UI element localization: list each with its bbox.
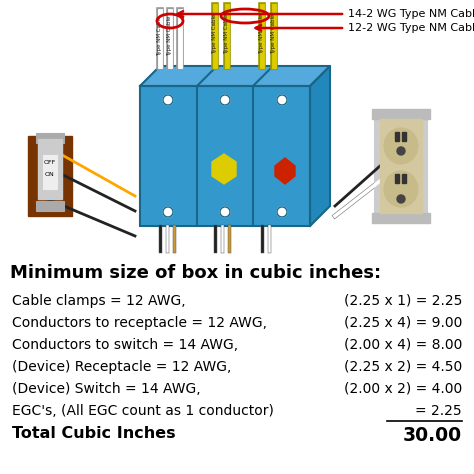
Circle shape <box>277 207 287 217</box>
Polygon shape <box>275 158 295 184</box>
Circle shape <box>397 147 405 155</box>
Bar <box>140 86 310 226</box>
Text: Cable clamps = 12 AWG,: Cable clamps = 12 AWG, <box>12 294 186 308</box>
Text: Type NM Cable: Type NM Cable <box>157 16 163 56</box>
Circle shape <box>397 195 405 203</box>
Polygon shape <box>140 66 330 86</box>
Bar <box>375 111 427 221</box>
Bar <box>395 174 399 183</box>
Text: 12-2 WG Type NM Cable: 12-2 WG Type NM Cable <box>348 23 474 33</box>
Text: OFF: OFF <box>44 161 56 165</box>
Circle shape <box>220 207 230 217</box>
Bar <box>380 119 422 213</box>
Polygon shape <box>310 66 330 226</box>
Bar <box>395 132 399 141</box>
Text: (2.00 x 2) = 4.00: (2.00 x 2) = 4.00 <box>344 382 462 396</box>
Text: Conductors to receptacle = 12 AWG,: Conductors to receptacle = 12 AWG, <box>12 316 267 330</box>
Text: Type NM Cable: Type NM Cable <box>167 16 173 56</box>
Ellipse shape <box>384 128 418 164</box>
Bar <box>372 213 430 223</box>
Text: 30.00: 30.00 <box>403 426 462 445</box>
Bar <box>402 174 406 183</box>
Text: (2.25 x 2) = 4.50: (2.25 x 2) = 4.50 <box>344 360 462 374</box>
Text: = 2.25: = 2.25 <box>415 404 462 418</box>
Bar <box>36 201 64 211</box>
Text: (Device) Switch = 14 AWG,: (Device) Switch = 14 AWG, <box>12 382 201 396</box>
Bar <box>43 155 57 189</box>
Text: (2.00 x 4) = 8.00: (2.00 x 4) = 8.00 <box>344 338 462 352</box>
Text: Type NM Cable: Type NM Cable <box>225 14 229 54</box>
Text: Minimum size of box in cubic inches:: Minimum size of box in cubic inches: <box>10 264 381 282</box>
Bar <box>36 133 64 143</box>
Text: (2.25 x 4) = 9.00: (2.25 x 4) = 9.00 <box>344 316 462 330</box>
Circle shape <box>163 95 173 105</box>
Circle shape <box>163 207 173 217</box>
Text: Type NM Cable: Type NM Cable <box>272 14 276 54</box>
Text: Type NM Cable: Type NM Cable <box>259 14 264 54</box>
Text: Conductors to switch = 14 AWG,: Conductors to switch = 14 AWG, <box>12 338 238 352</box>
Text: EGC's, (All EGC count as 1 conductor): EGC's, (All EGC count as 1 conductor) <box>12 404 274 418</box>
Bar <box>28 136 72 216</box>
Circle shape <box>220 95 230 105</box>
Bar <box>402 132 406 141</box>
Ellipse shape <box>384 171 418 207</box>
Text: Type NM Cable: Type NM Cable <box>212 14 218 54</box>
Bar <box>38 139 62 199</box>
Circle shape <box>277 95 287 105</box>
Text: ON: ON <box>45 173 55 177</box>
Bar <box>140 86 310 226</box>
Text: (2.25 x 1) = 2.25: (2.25 x 1) = 2.25 <box>344 294 462 308</box>
Text: 14-2 WG Type NM Cable: 14-2 WG Type NM Cable <box>348 9 474 19</box>
Text: (Device) Receptacle = 12 AWG,: (Device) Receptacle = 12 AWG, <box>12 360 231 374</box>
Bar <box>372 109 430 119</box>
Polygon shape <box>212 154 236 184</box>
Text: Total Cubic Inches: Total Cubic Inches <box>12 426 176 441</box>
